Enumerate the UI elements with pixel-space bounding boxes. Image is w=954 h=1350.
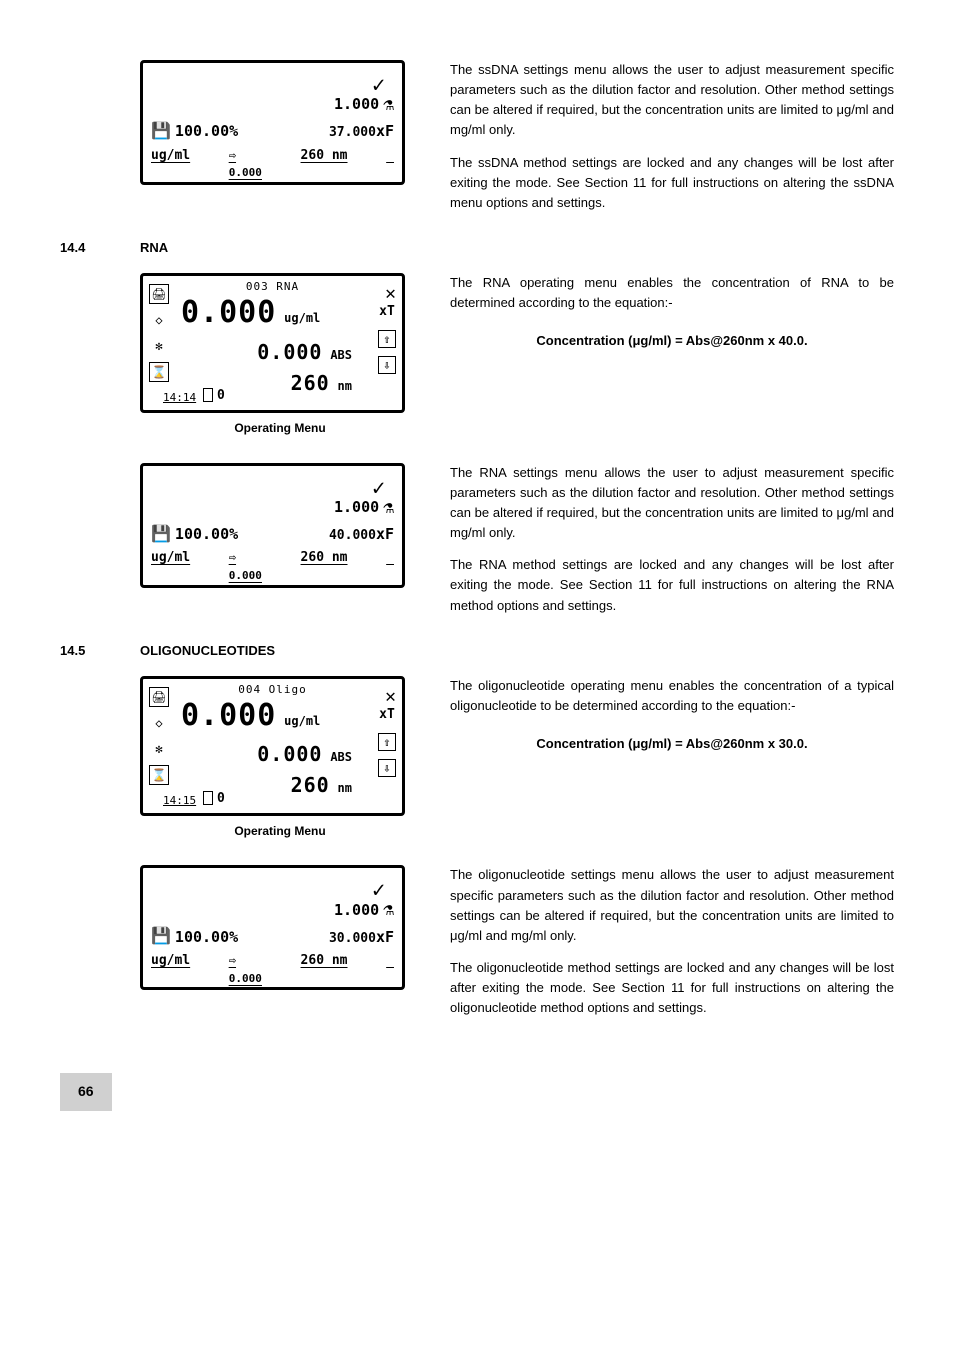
up-arrow-icon: ⇧ xyxy=(378,330,396,348)
batt-val: 0 xyxy=(217,791,225,806)
oligo-equation: Concentration (μg/ml) = Abs@260nm x 30.0… xyxy=(450,734,894,754)
check-icon xyxy=(372,472,394,494)
xf-label: xF xyxy=(376,928,394,946)
percent-value: 100.00% xyxy=(175,926,238,949)
rna-settings-screen: 1.000 ⚗ 💾 100.00% 40.000xF ug/ml ⇨0.000 … xyxy=(140,463,405,588)
down-arrow-icon: ⇩ xyxy=(378,759,396,777)
wl-value: 260 xyxy=(291,773,330,797)
wavelength-label: 260 nm xyxy=(301,951,348,987)
oligo-set-para2: The oligonucleotide method settings are … xyxy=(450,958,894,1018)
res-value: 0.000 xyxy=(229,569,262,582)
print-icon: 🖨 xyxy=(149,687,169,707)
conc-unit: ug/ml xyxy=(284,311,320,325)
rna-operating-screen: 003 RNA ✕ 🖨 ◇ ✻ ⌛ 0.000 ug/ml 0.000 ABS … xyxy=(140,273,405,413)
section-rna-heading: 14.4 RNA xyxy=(60,238,894,258)
flask-icon: ⚗ xyxy=(383,494,394,522)
res-value: 0.000 xyxy=(229,166,262,179)
ssdna-para2: The ssDNA method settings are locked and… xyxy=(450,153,894,213)
dilution-value: 1.000 xyxy=(334,496,379,519)
unit-label: ug/ml xyxy=(151,146,190,182)
abs-label: ABS xyxy=(330,750,352,764)
percent-value: 100.00% xyxy=(175,120,238,143)
oligo-set-para1: The oligonucleotide settings menu allows… xyxy=(450,865,894,946)
arrow-icon: ⇨ xyxy=(229,550,236,564)
arrow-icon: ⇨ xyxy=(229,953,236,967)
ssdna-settings-screen: 1.000 ⚗ 💾 100.00% 37.000xF ug/ml ⇨0.000 … xyxy=(140,60,405,185)
rna-set-para2: The RNA method settings are locked and a… xyxy=(450,555,894,615)
ssdna-para1: The ssDNA settings menu allows the user … xyxy=(450,60,894,141)
lamp-icon: ✻ xyxy=(149,336,169,356)
unit-label: ug/ml xyxy=(151,951,190,987)
section-num: 14.5 xyxy=(60,641,110,661)
time-label: 14:15 xyxy=(163,792,196,809)
wl-value: 260 xyxy=(291,371,330,395)
oligo-op-caption: Operating Menu xyxy=(140,822,420,841)
factor-value: 30.000 xyxy=(329,931,376,946)
tag-icon: ◇ xyxy=(149,310,169,330)
unit-label: ug/ml xyxy=(151,548,190,584)
xt-label: xT xyxy=(379,705,395,725)
down-arrow-icon: ⇩ xyxy=(378,356,396,374)
wl-unit: nm xyxy=(338,379,352,393)
time-label: 14:14 xyxy=(163,389,196,406)
section-title: OLIGONUCLEOTIDES xyxy=(140,641,275,661)
check-icon xyxy=(372,69,394,91)
up-arrow-icon: ⇧ xyxy=(378,733,396,751)
page-number: 66 xyxy=(60,1073,112,1111)
save-icon: 💾 xyxy=(151,522,171,547)
percent-value: 100.00% xyxy=(175,523,238,546)
rna-equation: Concentration (μg/ml) = Abs@260nm x 40.0… xyxy=(450,331,894,351)
oligo-operating-screen: 004 Oligo ✕ 🖨 ◇ ✻ ⌛ 0.000 ug/ml 0.000 AB… xyxy=(140,676,405,816)
save-icon: 💾 xyxy=(151,924,171,949)
left-icons: 🖨 ◇ ✻ ⌛ xyxy=(149,284,169,382)
dilution-value: 1.000 xyxy=(334,93,379,116)
flask-icon: ⚗ xyxy=(383,91,394,119)
check-icon xyxy=(372,874,394,896)
rna-set-para1: The RNA settings menu allows the user to… xyxy=(450,463,894,544)
abs-value: 0.000 xyxy=(257,340,322,364)
timer-icon: ⌛ xyxy=(149,362,169,382)
abs-value: 0.000 xyxy=(257,742,322,766)
res-value: 0.000 xyxy=(229,972,262,985)
section-num: 14.4 xyxy=(60,238,110,258)
batt-val: 0 xyxy=(217,388,225,403)
battery-icon xyxy=(203,388,213,402)
print-icon: 🖨 xyxy=(149,284,169,304)
oligo-settings-screen: 1.000 ⚗ 💾 100.00% 30.000xF ug/ml ⇨0.000 … xyxy=(140,865,405,990)
wavelength-label: 260 nm xyxy=(301,146,348,182)
rna-op-para: The RNA operating menu enables the conce… xyxy=(450,273,894,313)
dilution-value: 1.000 xyxy=(334,899,379,922)
oligo-op-para: The oligonucleotide operating menu enabl… xyxy=(450,676,894,716)
battery-icon xyxy=(203,791,213,805)
left-icons: 🖨 ◇ ✻ ⌛ xyxy=(149,687,169,785)
conc-unit: ug/ml xyxy=(284,714,320,728)
conc-value: 0.000 xyxy=(181,290,276,337)
tag-icon: ◇ xyxy=(149,713,169,733)
xf-label: xF xyxy=(376,122,394,140)
section-title: RNA xyxy=(140,238,168,258)
section-oligo-heading: 14.5 OLIGONUCLEOTIDES xyxy=(60,641,894,661)
flask-icon: ⚗ xyxy=(383,896,394,924)
wavelength-label: 260 nm xyxy=(301,548,348,584)
factor-value: 40.000 xyxy=(329,528,376,543)
timer-icon: ⌛ xyxy=(149,765,169,785)
lamp-icon: ✻ xyxy=(149,739,169,759)
arrow-icon: ⇨ xyxy=(229,148,236,162)
save-icon: 💾 xyxy=(151,119,171,144)
factor-value: 37.000 xyxy=(329,125,376,140)
wl-unit: nm xyxy=(338,781,352,795)
xf-label: xF xyxy=(376,525,394,543)
xt-label: xT xyxy=(379,302,395,322)
rna-op-caption: Operating Menu xyxy=(140,419,420,438)
abs-label: ABS xyxy=(330,348,352,362)
conc-value: 0.000 xyxy=(181,693,276,740)
